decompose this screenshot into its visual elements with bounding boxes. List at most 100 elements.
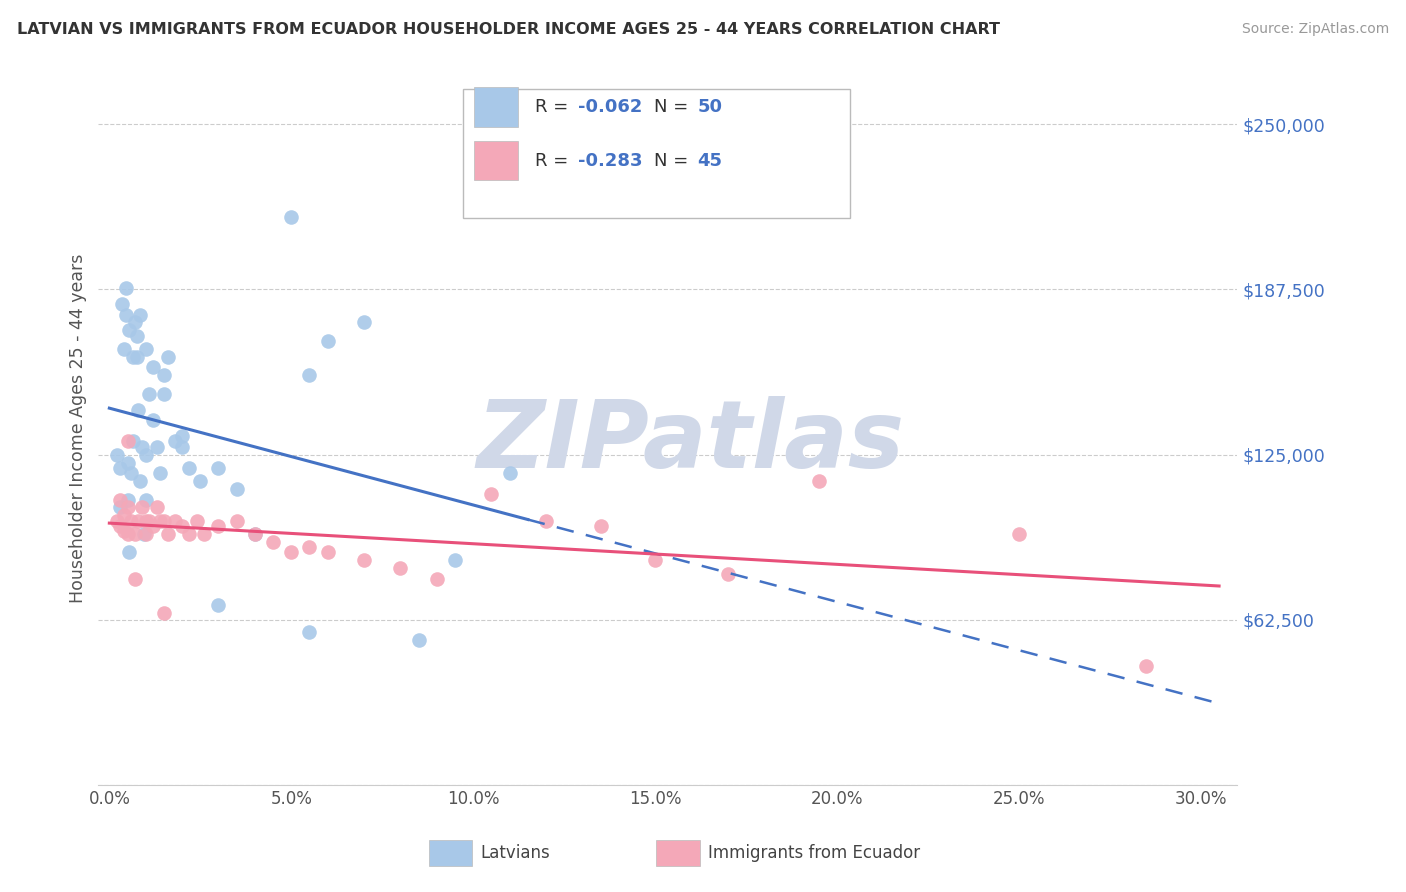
Point <box>110 492 132 507</box>
Point <box>353 553 375 567</box>
Text: R =: R = <box>534 152 574 169</box>
Point <box>179 527 201 541</box>
Point <box>426 572 449 586</box>
Point <box>131 440 153 454</box>
Point <box>149 466 172 480</box>
Point <box>112 342 135 356</box>
Point <box>172 440 194 454</box>
Point <box>153 386 176 401</box>
Point <box>316 545 339 559</box>
Point <box>145 500 167 515</box>
Text: Source: ZipAtlas.com: Source: ZipAtlas.com <box>1241 22 1389 37</box>
Point <box>153 368 176 383</box>
Point <box>644 553 666 567</box>
Text: ZIPatlas: ZIPatlas <box>477 396 904 489</box>
Point <box>125 328 148 343</box>
Point <box>389 561 412 575</box>
Point <box>153 514 176 528</box>
Point <box>479 487 502 501</box>
Text: Latvians: Latvians <box>479 844 550 862</box>
Point <box>534 514 557 528</box>
Point <box>207 519 229 533</box>
Text: -0.062: -0.062 <box>578 98 643 116</box>
Point <box>243 527 266 541</box>
FancyBboxPatch shape <box>463 89 851 218</box>
Point <box>207 599 229 613</box>
Point <box>156 350 179 364</box>
Point <box>118 545 141 559</box>
Point <box>114 308 136 322</box>
Point <box>408 632 430 647</box>
Point <box>156 527 179 541</box>
Point <box>135 514 157 528</box>
Point <box>142 413 165 427</box>
Point <box>132 527 155 541</box>
Point <box>120 466 142 480</box>
Point <box>124 572 146 586</box>
Point <box>125 350 148 364</box>
Point <box>243 527 266 541</box>
Text: 45: 45 <box>697 152 723 169</box>
Point <box>163 514 186 528</box>
Text: N =: N = <box>654 98 695 116</box>
Point <box>807 474 830 488</box>
Point <box>117 492 139 507</box>
Point <box>135 448 157 462</box>
Point <box>129 308 152 322</box>
Point <box>142 360 165 375</box>
Point <box>124 527 146 541</box>
Point <box>172 519 194 533</box>
Point <box>124 315 146 329</box>
Point <box>163 434 186 449</box>
Point <box>149 514 172 528</box>
Point <box>122 434 145 449</box>
Point <box>117 456 139 470</box>
Point <box>118 323 141 337</box>
Point <box>280 210 302 224</box>
FancyBboxPatch shape <box>657 840 700 865</box>
Point <box>717 566 740 581</box>
Text: -0.283: -0.283 <box>578 152 643 169</box>
Point <box>444 553 467 567</box>
Point <box>186 514 208 528</box>
Text: R =: R = <box>534 98 574 116</box>
Point <box>1008 527 1031 541</box>
Point <box>589 519 612 533</box>
Text: Immigrants from Ecuador: Immigrants from Ecuador <box>707 844 920 862</box>
Point <box>225 482 247 496</box>
Point <box>110 519 132 533</box>
Point <box>131 500 153 515</box>
Point <box>135 527 157 541</box>
Point <box>225 514 247 528</box>
Point <box>1135 659 1157 673</box>
FancyBboxPatch shape <box>474 141 517 180</box>
Point <box>153 606 176 620</box>
Text: LATVIAN VS IMMIGRANTS FROM ECUADOR HOUSEHOLDER INCOME AGES 25 - 44 YEARS CORRELA: LATVIAN VS IMMIGRANTS FROM ECUADOR HOUSE… <box>17 22 1000 37</box>
Point <box>188 474 211 488</box>
Y-axis label: Householder Income Ages 25 - 44 years: Householder Income Ages 25 - 44 years <box>69 253 87 603</box>
Point <box>122 350 145 364</box>
Point <box>120 514 142 528</box>
Point <box>298 368 321 383</box>
Point <box>135 492 157 507</box>
Point <box>127 514 149 528</box>
Point <box>110 500 132 515</box>
Point <box>138 514 160 528</box>
Point <box>138 386 160 401</box>
FancyBboxPatch shape <box>429 840 472 865</box>
Point <box>172 429 194 443</box>
Point <box>207 460 229 475</box>
Point <box>117 500 139 515</box>
Point <box>117 434 139 449</box>
Point <box>105 514 128 528</box>
Point <box>298 540 321 554</box>
Point <box>111 297 134 311</box>
Point <box>135 342 157 356</box>
Point <box>127 402 149 417</box>
Point <box>179 460 201 475</box>
Point <box>353 315 375 329</box>
Text: N =: N = <box>654 152 695 169</box>
Point <box>262 534 284 549</box>
Point <box>193 527 215 541</box>
Point <box>112 524 135 539</box>
